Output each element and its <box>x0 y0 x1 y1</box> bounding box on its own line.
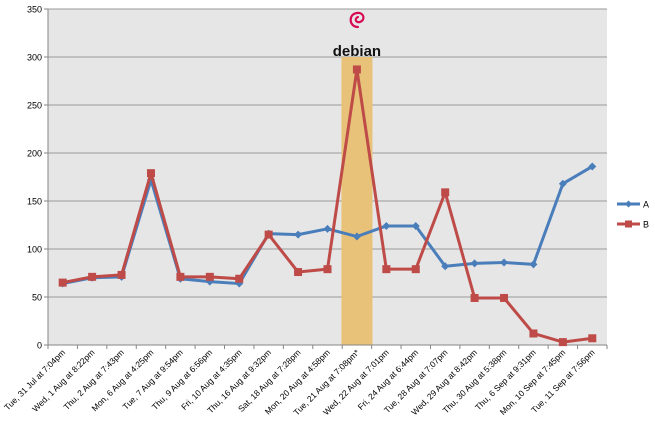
y-tick-label: 150 <box>27 197 42 207</box>
y-tick-label: 0 <box>37 341 42 351</box>
logo-text: debian <box>333 43 381 60</box>
y-tick-label: 50 <box>32 293 42 303</box>
data-point <box>588 334 597 343</box>
highlight-band-group: debian <box>333 11 381 345</box>
y-tick-label: 250 <box>27 101 42 111</box>
data-point <box>352 232 361 241</box>
data-point <box>382 221 391 230</box>
y-tick-label: 100 <box>27 245 42 255</box>
data-point <box>529 329 538 338</box>
data-point <box>500 258 509 267</box>
series-B <box>58 65 597 347</box>
data-point <box>323 265 332 274</box>
data-point <box>441 262 450 271</box>
legend-item: B <box>617 220 649 230</box>
data-point <box>411 265 420 274</box>
data-point <box>529 260 538 269</box>
data-point <box>558 338 567 347</box>
data-point <box>558 179 567 188</box>
data-point <box>235 274 244 283</box>
legend-item: A <box>617 200 649 210</box>
data-point <box>352 65 361 74</box>
data-point <box>264 230 273 239</box>
y-tick-label: 300 <box>27 53 42 63</box>
series-A <box>58 162 597 288</box>
data-point <box>382 265 391 274</box>
plot-area <box>48 9 607 345</box>
data-point <box>146 169 155 178</box>
data-point <box>323 224 332 233</box>
data-point <box>294 268 303 277</box>
y-tick-label: 350 <box>27 5 42 15</box>
legend-label: B <box>643 220 649 230</box>
data-point <box>176 272 185 281</box>
data-point <box>58 278 67 287</box>
y-tick-label: 200 <box>27 149 42 159</box>
data-point <box>411 221 420 230</box>
data-point <box>88 272 97 281</box>
data-point <box>294 230 303 239</box>
data-point <box>588 162 597 171</box>
data-point <box>500 293 509 302</box>
series-group <box>58 65 597 347</box>
legend-label: A <box>643 200 649 210</box>
data-point <box>205 272 214 281</box>
highlight-band <box>341 57 373 345</box>
legend-marker <box>625 200 632 208</box>
data-point <box>470 259 479 268</box>
debian-swirl-path <box>349 11 365 29</box>
gridlines <box>48 8 607 298</box>
data-point <box>117 270 126 279</box>
data-point <box>470 293 479 302</box>
legend-marker <box>625 220 632 228</box>
debian-swirl-icon <box>349 11 365 29</box>
data-point <box>441 188 450 197</box>
legend: AB <box>617 200 649 230</box>
